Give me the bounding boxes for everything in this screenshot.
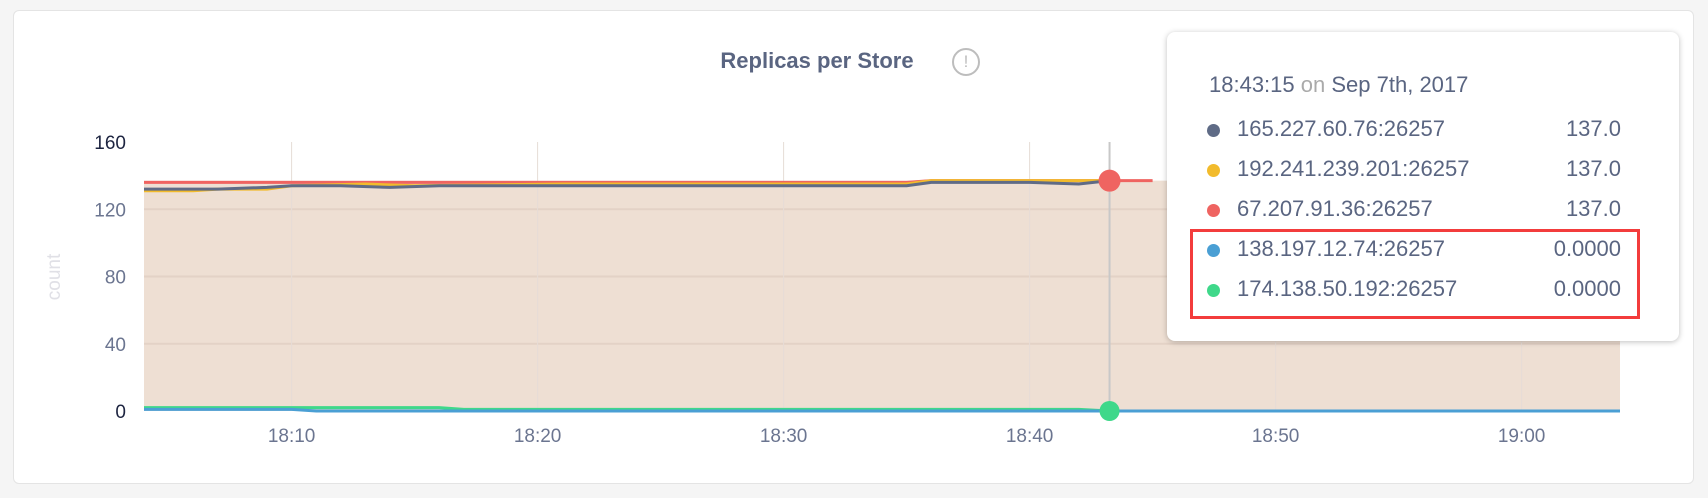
tooltip-header: 18:43:15 on Sep 7th, 2017 <box>1209 72 1468 98</box>
y-tick-label: 80 <box>105 268 126 289</box>
row-label: 165.227.60.76:26257 <box>1237 116 1445 141</box>
y-tick-label: 120 <box>94 200 126 221</box>
x-tick-label: 19:00 <box>1498 426 1546 447</box>
row-value: 137.0 <box>1565 156 1621 181</box>
x-tick-label: 18:10 <box>268 426 316 447</box>
row-label: 67.207.91.36:26257 <box>1237 196 1433 221</box>
row-label: 192.241.239.201:26257 <box>1237 156 1470 181</box>
row-label: 174.138.50.192:26257 <box>1237 276 1458 301</box>
series-dot-icon <box>1207 164 1220 177</box>
row-value: 137.0 <box>1565 196 1621 221</box>
series-dot-icon <box>1207 244 1220 257</box>
series-line-1 <box>144 179 1110 191</box>
x-tick-label: 18:40 <box>1006 426 1054 447</box>
series-dot-icon <box>1207 124 1220 137</box>
tooltip-row: 67.207.91.36:26257 137.0 <box>1207 196 1621 226</box>
tooltip: 18:43:15 on Sep 7th, 2017 165.227.60.76:… <box>1167 32 1679 341</box>
chart-title: Replicas per Store <box>720 48 914 73</box>
series-dot-icon <box>1207 204 1220 217</box>
x-tick-label: 18:50 <box>1252 426 1300 447</box>
x-tick-label: 18:20 <box>514 426 562 447</box>
tooltip-on: on <box>1300 72 1326 97</box>
tooltip-row: 192.241.239.201:26257 137.0 <box>1207 156 1621 186</box>
tooltip-time: 18:43:15 <box>1209 72 1295 97</box>
hover-point-red <box>1098 169 1121 192</box>
hover-point-green <box>1099 401 1120 421</box>
info-icon[interactable]: ! <box>952 48 980 76</box>
x-tick-label: 18:30 <box>760 426 808 447</box>
series-line-4 <box>144 407 1620 413</box>
y-axis-label: count <box>44 253 65 300</box>
y-tick-label: 0 <box>115 402 126 423</box>
tooltip-row: 174.138.50.192:26257 0.0000 <box>1207 276 1621 306</box>
y-tick-label: 160 <box>94 133 126 154</box>
row-label: 138.197.12.74:26257 <box>1237 236 1445 261</box>
tooltip-row: 165.227.60.76:26257 137.0 <box>1207 116 1621 146</box>
row-value: 0.0000 <box>1553 276 1621 301</box>
tooltip-date: Sep 7th, 2017 <box>1331 72 1469 97</box>
series-dot-icon <box>1207 284 1220 297</box>
tooltip-row: 138.197.12.74:26257 0.0000 <box>1207 236 1621 266</box>
y-tick-label: 40 <box>105 335 126 356</box>
row-value: 0.0000 <box>1553 236 1621 261</box>
highlight-box <box>1190 229 1640 319</box>
row-value: 137.0 <box>1565 116 1621 141</box>
